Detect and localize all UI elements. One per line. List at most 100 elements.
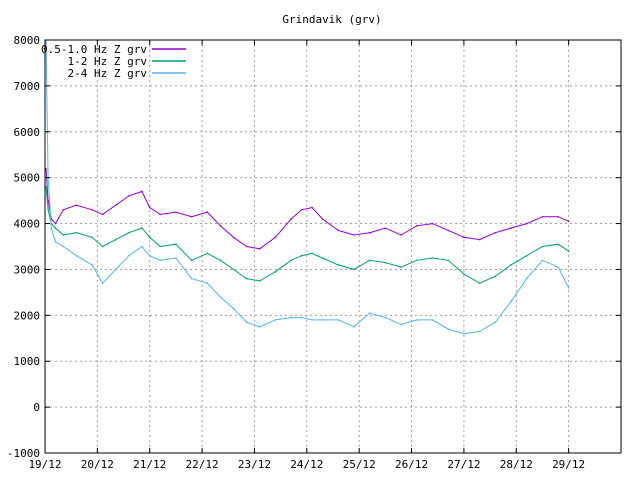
series-3-point xyxy=(557,266,559,268)
series-2-point xyxy=(75,231,78,234)
series-2-point xyxy=(206,252,209,255)
series-3-point xyxy=(353,326,355,328)
series-3-point xyxy=(274,319,277,321)
series-3-point xyxy=(300,316,303,319)
y-tick-label: 4000 xyxy=(14,218,41,231)
series-2-point xyxy=(510,264,512,266)
series-3-point xyxy=(101,282,104,285)
series-1-point xyxy=(567,220,570,223)
series-2-point xyxy=(47,209,49,211)
series-1-point xyxy=(290,218,292,220)
series-3-point xyxy=(206,282,209,285)
series-1-point xyxy=(478,238,481,241)
series-1-point xyxy=(311,206,313,209)
x-tick-label: 28/12 xyxy=(500,458,533,471)
legend-label: 2-4 Hz Z grv xyxy=(68,67,148,80)
series-group xyxy=(45,39,570,335)
series-3-point xyxy=(567,287,570,289)
series-3-point xyxy=(148,254,151,257)
series-3-point xyxy=(114,268,117,271)
series-3-point xyxy=(510,300,512,303)
series-2-point xyxy=(353,268,355,271)
series-2-point xyxy=(159,245,161,248)
series-2-point xyxy=(219,259,222,262)
series-3-point xyxy=(219,296,222,298)
series-1-point xyxy=(463,236,465,239)
series-2-point xyxy=(62,234,65,236)
series-3-point xyxy=(258,326,261,328)
series-1-point xyxy=(148,206,151,209)
series-3-point xyxy=(337,319,340,321)
series-3-point xyxy=(321,319,324,321)
series-2-point xyxy=(337,264,340,266)
series-2-point xyxy=(91,236,93,239)
series-1-point xyxy=(400,234,402,236)
series-1-point xyxy=(175,211,177,213)
series-2-point xyxy=(557,243,559,245)
chart-title: Grindavik (grv) xyxy=(282,13,381,26)
series-2-point xyxy=(101,245,104,248)
series-3-point xyxy=(368,312,371,314)
series-2-point xyxy=(368,259,371,262)
series-1-point xyxy=(245,245,248,248)
series-2-point xyxy=(478,282,481,285)
series-1-point xyxy=(45,167,47,170)
y-tick-label: -1000 xyxy=(7,447,40,460)
series-3-point xyxy=(311,319,313,321)
y-tick-label: 7000 xyxy=(14,80,41,93)
series-2-point xyxy=(128,231,130,234)
series-2-point xyxy=(175,243,177,245)
series-1-point xyxy=(447,229,450,232)
series-2-point xyxy=(300,254,303,257)
series-3-point xyxy=(75,254,78,257)
series-2-point xyxy=(258,280,261,282)
series-2-point xyxy=(567,250,570,252)
y-tick-label: 0 xyxy=(33,401,40,414)
series-1-point xyxy=(232,236,235,239)
x-tick-label: 23/12 xyxy=(238,458,271,471)
series-2-point xyxy=(400,266,402,268)
y-tick-label: 1000 xyxy=(14,355,41,368)
series-3-point xyxy=(141,245,143,248)
series-1-point xyxy=(541,215,544,218)
series-3-point xyxy=(232,307,235,310)
x-tick-label: 26/12 xyxy=(395,458,428,471)
series-3-point xyxy=(447,328,450,330)
series-1-point xyxy=(258,248,261,250)
series-3-point xyxy=(290,316,292,319)
series-1-point xyxy=(300,209,303,211)
series-1-point xyxy=(75,204,78,206)
series-2-point xyxy=(416,259,418,262)
series-3-point xyxy=(463,332,465,335)
series-1-point xyxy=(337,229,340,232)
series-3-point xyxy=(54,241,57,243)
series-1-point xyxy=(557,215,559,218)
series-3-point xyxy=(525,277,528,280)
series-3-point xyxy=(50,227,53,229)
series-3-point xyxy=(245,321,248,324)
legend-label: 1-2 Hz Z grv xyxy=(68,55,148,68)
series-3-point xyxy=(91,264,93,266)
series-3-point xyxy=(416,319,418,321)
series-1-point xyxy=(54,222,57,225)
series-3-point xyxy=(384,316,387,319)
x-tick-label: 22/12 xyxy=(186,458,219,471)
series-3-point xyxy=(159,259,161,262)
series-1-point xyxy=(159,213,161,216)
series-2-point xyxy=(245,277,248,280)
series-3-point xyxy=(541,259,544,262)
series-3-point xyxy=(478,330,481,333)
series-2-point xyxy=(54,227,57,229)
series-2-point xyxy=(384,261,387,264)
series-1-point xyxy=(219,225,222,227)
series-2-point xyxy=(290,259,292,262)
x-tick-label: 21/12 xyxy=(133,458,166,471)
series-1-point xyxy=(91,209,93,211)
series-1-point xyxy=(101,213,104,216)
series-3-point xyxy=(175,257,177,259)
x-tick-label: 25/12 xyxy=(343,458,376,471)
series-1-point xyxy=(525,222,528,225)
series-1-point xyxy=(321,218,324,220)
series-2-point xyxy=(148,236,151,239)
